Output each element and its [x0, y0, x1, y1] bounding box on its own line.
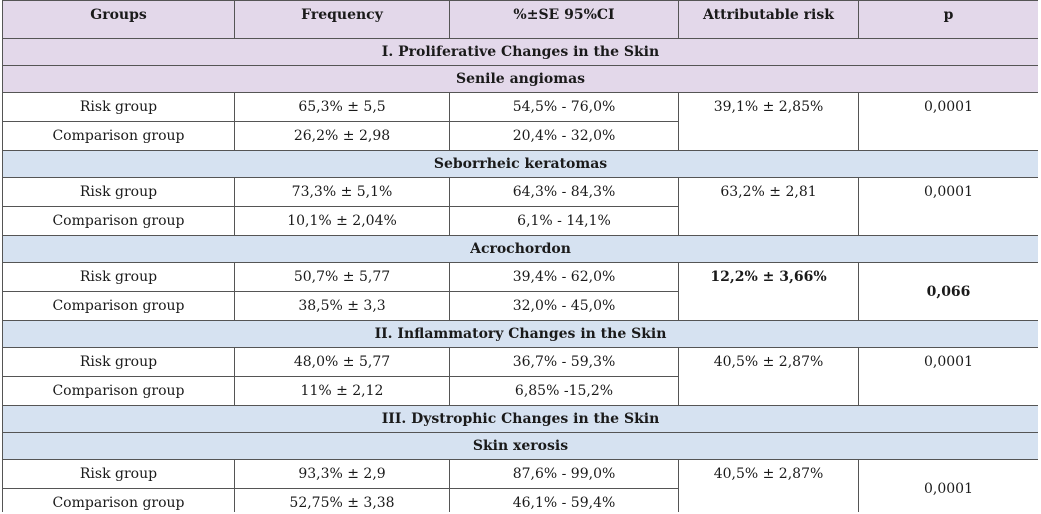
header-ci: %±SE 95%CI	[449, 0, 679, 39]
section-inflammatory: II. Inflammatory Changes in the Skin	[2, 320, 1038, 348]
group-cell: Risk group	[2, 92, 235, 122]
table-row: Comparison group 38,5% ± 3,3 32,0% - 45,…	[2, 291, 1039, 321]
section-proliferative: I. Proliferative Changes in the Skin	[2, 38, 1038, 66]
group-cell: Comparison group	[2, 206, 235, 236]
table-row: Risk group 65,3% ± 5,5 54,5% - 76,0% 39,…	[2, 92, 1038, 151]
table-row: Comparison group 26,2% ± 2,98 20,4% - 32…	[2, 121, 1039, 151]
subsection-title: Skin xerosis	[2, 432, 1038, 460]
ci-cell: 32,0% - 45,0%	[449, 291, 679, 321]
group-cell: Comparison group	[2, 121, 235, 151]
ci-cell: 36,7% - 59,3%	[449, 347, 679, 377]
frequency-cell: 10,1% ± 2,04%	[234, 206, 450, 236]
table-row: Comparison group 11% ± 2,12 6,85% -15,2%	[2, 376, 1039, 406]
table-row: Risk group 50,7% ± 5,77 39,4% - 62,0% 12…	[2, 262, 1038, 321]
ci-cell: 39,4% - 62,0%	[449, 262, 679, 292]
group-cell: Risk group	[2, 347, 235, 377]
table-row: Comparison group 52,75% ± 3,38 46,1% - 5…	[2, 488, 1039, 512]
group-cell: Risk group	[2, 459, 235, 489]
header-p: p	[858, 0, 1038, 39]
header-frequency: Frequency	[234, 0, 450, 39]
ci-cell: 54,5% - 76,0%	[449, 92, 679, 122]
frequency-cell: 52,75% ± 3,38	[234, 488, 450, 512]
subsection-title: Senile angiomas	[2, 65, 1038, 93]
ci-cell: 20,4% - 32,0%	[449, 121, 679, 151]
frequency-cell: 93,3% ± 2,9	[234, 459, 450, 489]
table-row: Risk group 48,0% ± 5,77 36,7% - 59,3% 40…	[2, 347, 1038, 406]
p-cell: 0,0001	[858, 459, 1038, 512]
attributable-risk-cell: 40,5% ± 2,87%	[678, 347, 859, 406]
p-cell: 0,0001	[858, 347, 1038, 406]
attributable-risk-cell: 12,2% ± 3,66%	[678, 262, 859, 321]
subsection-row: Skin xerosis	[2, 432, 1038, 460]
group-cell: Comparison group	[2, 291, 235, 321]
group-cell: Comparison group	[2, 376, 235, 406]
subsection-title: Acrochordon	[2, 235, 1038, 263]
p-cell: 0,066	[858, 262, 1038, 321]
p-cell: 0,0001	[858, 92, 1038, 151]
frequency-cell: 65,3% ± 5,5	[234, 92, 450, 122]
header-groups: Groups	[2, 0, 235, 39]
subsection-row: Acrochordon	[2, 235, 1038, 263]
ci-cell: 6,1% - 14,1%	[449, 206, 679, 236]
group-cell: Risk group	[2, 177, 235, 207]
subsection-title: Seborrheic keratomas	[2, 150, 1038, 178]
p-cell: 0,0001	[858, 177, 1038, 236]
frequency-cell: 26,2% ± 2,98	[234, 121, 450, 151]
frequency-cell: 38,5% ± 3,3	[234, 291, 450, 321]
frequency-cell: 73,3% ± 5,1%	[234, 177, 450, 207]
attributable-risk-cell: 63,2% ± 2,81	[678, 177, 859, 236]
ci-cell: 64,3% - 84,3%	[449, 177, 679, 207]
subsection-row: Senile angiomas	[2, 65, 1038, 93]
frequency-cell: 48,0% ± 5,77	[234, 347, 450, 377]
group-cell: Comparison group	[2, 488, 235, 512]
attributable-risk-cell: 39,1% ± 2,85%	[678, 92, 859, 151]
ci-cell: 6,85% -15,2%	[449, 376, 679, 406]
table-row: Risk group 73,3% ± 5,1% 64,3% - 84,3% 63…	[2, 177, 1038, 236]
group-cell: Risk group	[2, 262, 235, 292]
table-row: Comparison group 10,1% ± 2,04% 6,1% - 14…	[2, 206, 1039, 236]
ci-cell: 87,6% - 99,0%	[449, 459, 679, 489]
header-attributable-risk: Attributable risk	[678, 0, 859, 39]
header-row: Groups Frequency %±SE 95%CI Attributable…	[2, 0, 1038, 39]
ci-cell: 46,1% - 59,4%	[449, 488, 679, 512]
frequency-cell: 11% ± 2,12	[234, 376, 450, 406]
subsection-row: Seborrheic keratomas	[2, 150, 1038, 178]
section-dystrophic: III. Dystrophic Changes in the Skin	[2, 405, 1038, 433]
section-row: I. Proliferative Changes in the Skin	[2, 38, 1038, 66]
section-row: II. Inflammatory Changes in the Skin	[2, 320, 1038, 348]
attributable-risk-cell: 40,5% ± 2,87%	[678, 459, 859, 512]
table-row: Risk group 93,3% ± 2,9 87,6% - 99,0% 40,…	[2, 459, 1038, 512]
section-row: III. Dystrophic Changes in the Skin	[2, 405, 1038, 433]
frequency-cell: 50,7% ± 5,77	[234, 262, 450, 292]
